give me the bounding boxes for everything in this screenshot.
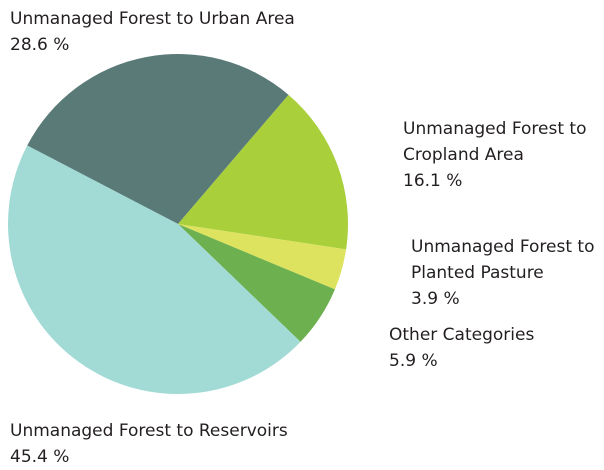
value-label: 45.4 % [10, 447, 70, 467]
slice-label: Unmanaged Forest to Cropland Area 16.1 % [403, 116, 603, 194]
slice-label: Unmanaged Forest to Urban Area 28.6 % [10, 6, 410, 58]
pie-slice [178, 94, 348, 250]
category-label: Unmanaged Forest to Urban Area [10, 9, 295, 29]
value-label: 28.6 % [10, 35, 70, 55]
value-label: 3.9 % [411, 289, 460, 309]
category-label: Other Categories [389, 325, 535, 345]
pie-slice [7, 145, 301, 395]
category-label: Unmanaged Forest to Cropland Area [403, 119, 587, 165]
value-label: 5.9 % [389, 351, 438, 371]
pie-slice [27, 54, 289, 224]
slice-label: Unmanaged Forest to Reservoirs 45.4 % [10, 418, 410, 470]
value-label: 16.1 % [403, 171, 463, 191]
slice-label: Other Categories 5.9 % [389, 322, 589, 374]
category-label: Unmanaged Forest to Planted Pasture [411, 237, 595, 283]
pie-slice [178, 224, 335, 342]
slice-label: Unmanaged Forest to Planted Pasture 3.9 % [411, 234, 604, 312]
pie-slice [178, 224, 347, 290]
category-label: Unmanaged Forest to Reservoirs [10, 421, 288, 441]
